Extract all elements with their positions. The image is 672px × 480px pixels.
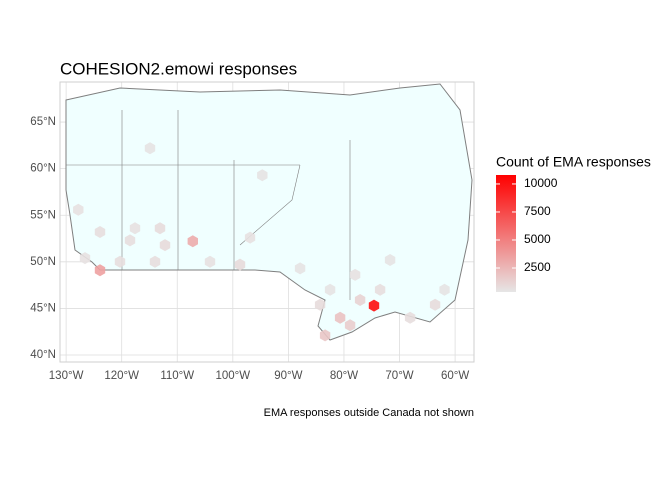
hexbin — [124, 234, 136, 247]
legend-tick-label: 5000 — [524, 232, 551, 246]
hexbin — [319, 329, 331, 342]
x-tick-label: 80°W — [330, 370, 358, 382]
hexbin — [374, 283, 386, 296]
hexbin — [149, 255, 161, 268]
legend-tick-label: 2500 — [524, 260, 551, 274]
hexbin — [324, 283, 336, 296]
x-tick-label: 130°W — [49, 370, 84, 382]
y-tick-label: 45°N — [30, 302, 56, 314]
y-tick-label: 60°N — [30, 163, 56, 175]
hexbin — [244, 231, 256, 244]
x-tick-label: 110°W — [160, 370, 194, 382]
hexbin — [257, 169, 268, 182]
hexbin — [144, 142, 156, 155]
province-borders — [66, 110, 351, 300]
hexbin — [79, 252, 91, 265]
panel-border — [59, 81, 475, 363]
hexbin — [349, 268, 361, 281]
y-tick-label: 50°N — [30, 256, 56, 268]
hexbin — [384, 254, 396, 266]
hexbin — [429, 298, 441, 311]
x-tick-label: 70°W — [385, 370, 413, 382]
x-tick-label: 100°W — [216, 370, 251, 382]
colorbar — [496, 175, 516, 292]
hexbin — [368, 299, 380, 312]
chart-title: COHESION2.emowi responses — [60, 59, 297, 78]
hexbin — [187, 235, 198, 248]
x-tick-label: 90°W — [274, 370, 302, 382]
hexbin — [159, 239, 171, 252]
y-tick-label: 40°N — [30, 349, 56, 361]
hexbin — [94, 264, 106, 277]
y-tick-label: 65°N — [30, 116, 56, 128]
hexbin — [204, 255, 216, 268]
hexbin — [114, 255, 126, 268]
canada-land — [65, 83, 473, 341]
hexbin — [334, 311, 346, 324]
hexbin — [314, 298, 326, 311]
x-tick-label: 120°W — [104, 370, 139, 382]
legend-tick-label: 10000 — [524, 176, 558, 190]
hexbin — [94, 226, 106, 238]
hexbin — [439, 283, 450, 296]
legend-title: Count of EMA responses — [496, 154, 651, 170]
hexbin — [404, 311, 416, 324]
x-tick-label: 60°W — [441, 370, 469, 382]
hexbin — [294, 262, 306, 275]
hexbin — [344, 319, 356, 332]
y-tick-label: 55°N — [30, 209, 56, 221]
hexbin — [354, 294, 366, 306]
hexbin — [129, 222, 141, 235]
hexbin — [154, 222, 166, 235]
hexbin — [73, 203, 84, 216]
caption: EMA responses outside Canada not shown — [264, 407, 474, 419]
legend-tick-label: 7500 — [524, 204, 551, 218]
hexbin — [234, 258, 246, 271]
